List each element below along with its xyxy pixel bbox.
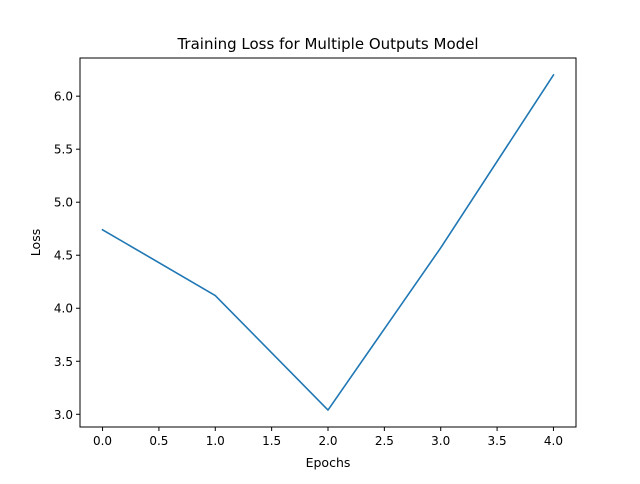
y-tick-label: 3.5 bbox=[54, 355, 73, 369]
plot-frame bbox=[79, 57, 577, 428]
loss-line bbox=[101, 73, 555, 411]
y-tick-label: 6.0 bbox=[54, 90, 73, 104]
x-tick-label: 2.5 bbox=[375, 434, 394, 448]
y-tick-label: 4.5 bbox=[54, 249, 73, 263]
y-axis: 3.0 3.5 4.0 4.5 5.0 5.5 6.0 bbox=[54, 90, 80, 422]
x-tick-label: 0.5 bbox=[149, 434, 168, 448]
y-tick-label: 3.0 bbox=[54, 408, 73, 422]
x-tick-label: 4.0 bbox=[544, 434, 563, 448]
y-tick-label: 4.0 bbox=[54, 302, 73, 316]
x-axis: 0.0 0.5 1.0 1.5 2.0 2.5 3.0 3.5 4.0 bbox=[93, 427, 563, 448]
x-tick-label: 1.0 bbox=[206, 434, 225, 448]
y-tick-label: 5.0 bbox=[54, 196, 73, 210]
x-tick-label: 3.5 bbox=[488, 434, 507, 448]
y-tick-label: 5.5 bbox=[54, 143, 73, 157]
series-layer bbox=[101, 73, 555, 411]
x-tick-label: 3.0 bbox=[431, 434, 450, 448]
x-axis-label: Epochs bbox=[306, 455, 351, 470]
chart-title: Training Loss for Multiple Outputs Model bbox=[176, 35, 478, 53]
x-tick-label: 2.0 bbox=[318, 434, 337, 448]
x-tick-label: 0.0 bbox=[93, 434, 112, 448]
x-tick-label: 1.5 bbox=[262, 434, 281, 448]
y-axis-label: Loss bbox=[28, 229, 43, 256]
